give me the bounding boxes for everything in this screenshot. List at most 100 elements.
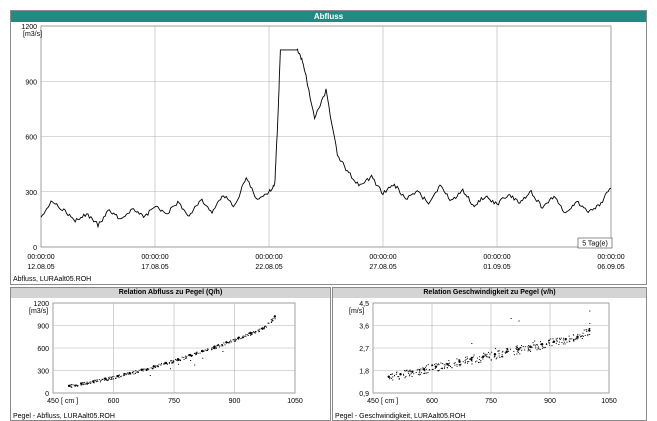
data-point: [118, 377, 120, 379]
data-point: [215, 346, 217, 348]
data-point: [111, 377, 113, 379]
data-point: [157, 365, 159, 367]
data-point: [249, 331, 252, 335]
data-point: [575, 337, 577, 339]
data-point: [419, 374, 421, 376]
data-point: [399, 374, 401, 376]
data-point: [190, 360, 192, 361]
data-point: [274, 315, 276, 317]
data-point: [110, 376, 112, 378]
data-point: [417, 374, 419, 376]
data-point: [94, 380, 96, 382]
data-point: [485, 354, 487, 356]
data-point: [467, 361, 469, 363]
data-point: [146, 368, 148, 370]
data-point: [542, 347, 544, 349]
data-point: [168, 362, 170, 364]
data-point: [389, 378, 391, 380]
data-point: [427, 364, 429, 366]
data-point: [98, 379, 100, 381]
data-point: [142, 370, 144, 372]
data-point: [128, 372, 130, 374]
data-point: [471, 357, 473, 359]
data-point: [204, 349, 206, 351]
data-point: [513, 354, 515, 356]
x-axis-unit-label: [ cm ]: [381, 398, 398, 405]
data-point: [83, 382, 85, 384]
data-point: [504, 352, 506, 354]
data-point: [459, 365, 461, 367]
data-point: [100, 379, 102, 381]
data-point: [264, 325, 266, 327]
data-point: [454, 362, 456, 364]
data-point: [122, 375, 124, 377]
data-point: [218, 346, 220, 348]
data-point: [257, 329, 259, 331]
data-point: [271, 319, 273, 321]
data-point: [245, 335, 247, 337]
data-point: [145, 368, 147, 370]
data-point: [152, 366, 154, 368]
data-point: [396, 371, 398, 373]
data-point: [484, 354, 486, 356]
data-point: [165, 362, 167, 364]
data-point: [178, 359, 180, 361]
data-point: [529, 349, 531, 351]
data-point: [211, 348, 213, 350]
data-point: [500, 356, 502, 358]
data-point: [483, 352, 485, 354]
data-point: [431, 363, 433, 365]
data-point: [124, 373, 126, 375]
data-point: [516, 348, 518, 350]
data-point: [587, 333, 589, 335]
data-point: [195, 352, 197, 354]
data-point: [133, 373, 135, 375]
data-point: [423, 373, 425, 375]
data-point: [113, 375, 115, 377]
data-point: [152, 367, 154, 369]
data-point: [100, 381, 102, 383]
data-point: [248, 332, 250, 334]
data-point: [203, 350, 205, 352]
data-point: [259, 328, 261, 330]
data-point: [188, 354, 190, 356]
data-point: [250, 334, 252, 336]
data-point: [138, 369, 140, 371]
data-point: [543, 346, 545, 348]
data-point: [222, 351, 224, 352]
data-point: [148, 368, 150, 370]
data-point: [458, 360, 461, 363]
data-point: [181, 356, 183, 358]
y-tick-label: 0,9: [359, 391, 369, 398]
data-point: [524, 346, 526, 348]
y-tick-label: 300: [25, 190, 37, 197]
data-point: [424, 366, 426, 368]
data-point: [409, 375, 411, 377]
data-point: [582, 335, 584, 337]
data-point: [213, 347, 215, 349]
data-point: [115, 377, 117, 379]
data-point: [438, 370, 440, 372]
data-point: [263, 326, 265, 328]
data-point: [244, 335, 246, 337]
data-point: [405, 376, 407, 378]
data-point: [569, 338, 571, 340]
data-point: [466, 356, 468, 358]
data-point: [387, 375, 390, 378]
data-point: [258, 330, 260, 332]
data-point: [419, 373, 421, 375]
data-point: [261, 328, 263, 330]
data-point: [112, 378, 114, 380]
data-point: [217, 344, 219, 346]
data-point: [446, 363, 449, 366]
data-point: [245, 334, 247, 336]
data-point: [184, 355, 186, 357]
data-point: [490, 359, 492, 361]
data-point: [103, 377, 105, 379]
data-point: [532, 344, 534, 346]
data-point: [431, 369, 433, 371]
data-point: [242, 336, 244, 338]
data-point: [456, 365, 458, 367]
data-point: [131, 372, 133, 374]
data-point: [199, 352, 201, 354]
